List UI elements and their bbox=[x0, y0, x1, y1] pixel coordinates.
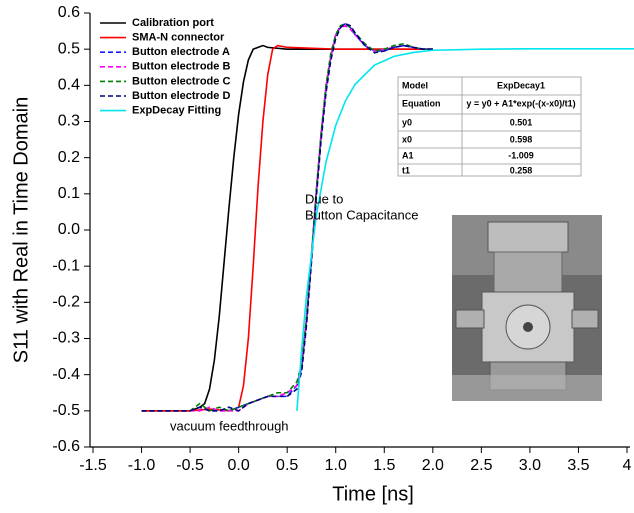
legend-label: SMA-N connector bbox=[132, 32, 225, 44]
series-line bbox=[141, 44, 433, 412]
annotation: Due to bbox=[305, 191, 343, 206]
y-tick-label: -0.1 bbox=[52, 257, 80, 274]
table-cell: t1 bbox=[402, 165, 410, 175]
series-line bbox=[141, 24, 433, 412]
y-tick-label: 0.6 bbox=[58, 4, 80, 21]
annotation: vacuum feedthrough bbox=[170, 418, 289, 433]
x-tick-label: 1.5 bbox=[373, 457, 395, 474]
x-tick-label: -0.5 bbox=[176, 457, 204, 474]
x-tick-label: 4 bbox=[623, 457, 632, 474]
x-tick-label: 0.0 bbox=[228, 457, 250, 474]
y-tick-label: 0.5 bbox=[58, 40, 80, 57]
y-axis-title: S11 with Real in Time Domain bbox=[10, 97, 32, 363]
legend-label: Button electrode C bbox=[132, 75, 230, 87]
table-cell: x0 bbox=[402, 134, 412, 144]
y-tick-label: 0.2 bbox=[58, 149, 80, 166]
table-cell: 0.598 bbox=[510, 134, 533, 144]
y-tick-label: 0.0 bbox=[58, 221, 80, 238]
table-cell: 0.258 bbox=[510, 165, 533, 175]
table-cell: y0 bbox=[402, 117, 412, 127]
series-line bbox=[141, 44, 433, 412]
y-tick-label: -0.4 bbox=[52, 366, 80, 383]
legend-label: Button electrode A bbox=[132, 46, 230, 58]
table-cell: y = y0 + A1*exp(-(x-x0)/t1) bbox=[466, 98, 575, 108]
x-tick-label: 3.0 bbox=[519, 457, 541, 474]
y-tick-label: 0.3 bbox=[58, 113, 80, 130]
table-cell: Equation bbox=[402, 98, 441, 108]
fit-table bbox=[397, 76, 582, 177]
y-tick-label: -0.5 bbox=[52, 402, 80, 419]
table-cell: -1.009 bbox=[508, 150, 534, 160]
legend-label: Button electrode B bbox=[132, 61, 230, 73]
legend-label: Calibration port bbox=[132, 17, 214, 29]
series-line bbox=[141, 22, 433, 412]
legend-label: ExpDecay Fitting bbox=[132, 105, 221, 117]
y-tick-label: -0.3 bbox=[52, 330, 80, 347]
x-tick-label: 2.0 bbox=[422, 457, 444, 474]
y-tick-label: -0.2 bbox=[52, 294, 80, 311]
annotation: Button Capacitance bbox=[305, 207, 418, 222]
x-tick-label: 3.5 bbox=[567, 457, 589, 474]
x-tick-label: 0.5 bbox=[276, 457, 298, 474]
x-tick-label: -1.0 bbox=[128, 457, 156, 474]
legend-label: Button electrode D bbox=[132, 90, 230, 102]
x-axis-title: Time [ns] bbox=[332, 483, 414, 505]
x-tick-label: 2.5 bbox=[470, 457, 492, 474]
y-tick-label: 0.4 bbox=[58, 77, 80, 94]
table-cell: 0.501 bbox=[510, 117, 533, 127]
series-line bbox=[296, 48, 634, 411]
table-cell: ExpDecay1 bbox=[497, 80, 545, 90]
x-tick-label: -1.5 bbox=[79, 457, 107, 474]
table-cell: Model bbox=[402, 80, 428, 90]
photo bbox=[452, 215, 602, 401]
table-cell: A1 bbox=[402, 150, 414, 160]
y-tick-label: -0.6 bbox=[52, 438, 80, 455]
y-tick-label: 0.1 bbox=[58, 185, 80, 202]
x-tick-label: 1.0 bbox=[325, 457, 347, 474]
